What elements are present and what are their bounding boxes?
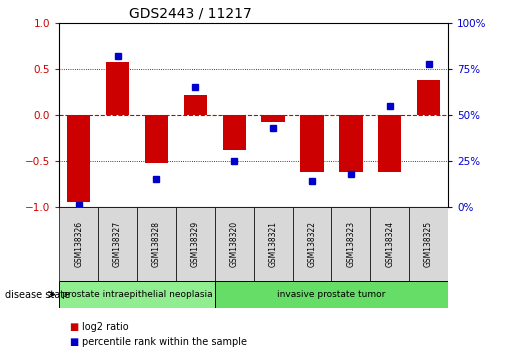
Bar <box>59 207 98 281</box>
Bar <box>137 207 176 281</box>
Bar <box>215 281 448 308</box>
Bar <box>378 115 401 172</box>
Bar <box>67 115 90 202</box>
Bar <box>339 115 363 172</box>
Bar <box>106 62 129 115</box>
Bar <box>215 207 253 281</box>
Text: GSM138328: GSM138328 <box>152 221 161 267</box>
Text: GSM138322: GSM138322 <box>307 221 316 267</box>
Bar <box>176 207 215 281</box>
Bar <box>262 115 285 122</box>
Text: ■: ■ <box>70 322 79 332</box>
Bar <box>145 115 168 163</box>
Text: log2 ratio: log2 ratio <box>82 322 129 332</box>
Bar <box>59 281 215 308</box>
Text: GSM138324: GSM138324 <box>385 221 394 267</box>
Bar <box>332 207 370 281</box>
Text: prostate intraepithelial neoplasia: prostate intraepithelial neoplasia <box>62 290 212 299</box>
Bar <box>98 207 137 281</box>
Bar <box>293 207 332 281</box>
Bar <box>370 207 409 281</box>
Text: ■: ■ <box>70 337 79 347</box>
Bar <box>417 80 440 115</box>
Text: GSM138323: GSM138323 <box>347 221 355 267</box>
Text: GSM138329: GSM138329 <box>191 221 200 267</box>
Text: percentile rank within the sample: percentile rank within the sample <box>82 337 247 347</box>
Text: GSM138326: GSM138326 <box>74 221 83 267</box>
Bar <box>222 115 246 150</box>
Text: GSM138325: GSM138325 <box>424 221 433 267</box>
Bar <box>409 207 448 281</box>
Bar <box>300 115 323 172</box>
Bar <box>184 95 207 115</box>
Text: GSM138321: GSM138321 <box>269 221 278 267</box>
Text: GDS2443 / 11217: GDS2443 / 11217 <box>129 6 252 21</box>
Bar <box>253 207 293 281</box>
Text: disease state: disease state <box>5 290 70 299</box>
Text: GSM138320: GSM138320 <box>230 221 238 267</box>
Text: GSM138327: GSM138327 <box>113 221 122 267</box>
Text: invasive prostate tumor: invasive prostate tumor <box>277 290 386 299</box>
